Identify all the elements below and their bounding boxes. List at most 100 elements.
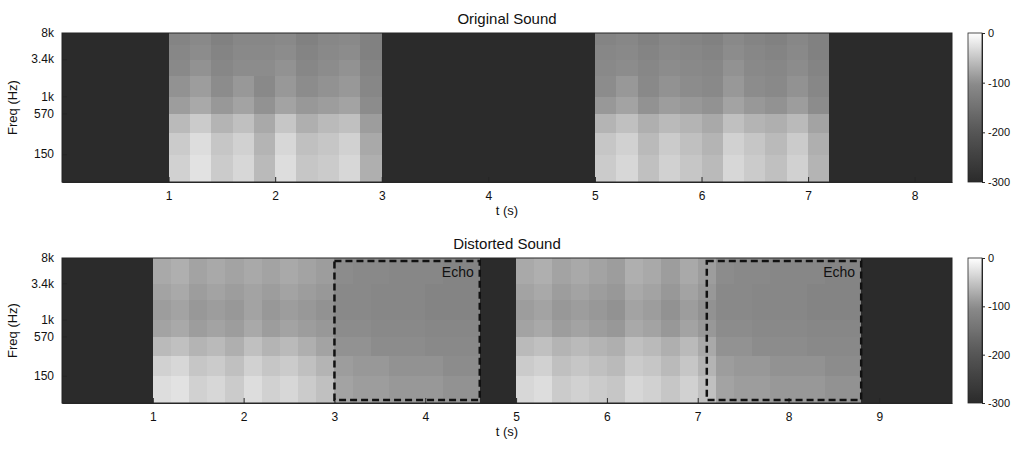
heatmap-cell (254, 133, 276, 155)
heatmap-cell (169, 96, 191, 114)
colorbar (968, 33, 982, 182)
colorbar-tick-mark (982, 33, 985, 34)
heatmap-cell (552, 320, 571, 337)
colorbar-tick: 0 (982, 27, 994, 39)
x-tick-label: 9 (877, 410, 884, 424)
heatmap-cell (843, 355, 862, 376)
heatmap-cell (843, 320, 862, 337)
heatmap-cell (233, 133, 255, 155)
heatmap-cell (716, 355, 735, 376)
heatmap-cell (534, 283, 553, 299)
heatmap-cell (861, 320, 952, 337)
heatmap-cell (829, 154, 952, 182)
heatmap-cell (225, 258, 244, 270)
heatmap-cell (808, 59, 830, 76)
heatmap-cell (595, 44, 617, 59)
x-tick-label: 4 (422, 410, 429, 424)
heatmap-cell (189, 283, 208, 299)
heatmap-cell (787, 75, 809, 97)
heatmap-cell (770, 320, 789, 337)
heatmap-cell (808, 113, 830, 133)
heatmap-cell (233, 59, 255, 76)
x-tick: 2 (241, 398, 248, 424)
heatmap-cell (443, 336, 462, 356)
heatmap-cell (552, 355, 571, 376)
heatmap-cell (389, 299, 408, 320)
heatmap-cell (262, 320, 281, 337)
heatmap-cell (571, 376, 590, 403)
x-tick-mark (382, 177, 383, 182)
heatmap-cell (244, 258, 263, 270)
heatmap-cell (825, 320, 844, 337)
heatmap-cell (233, 154, 255, 182)
heatmap-cell (680, 336, 699, 356)
echo-label: Echo (823, 264, 855, 280)
heatmap-cell (62, 113, 169, 133)
heatmap-cell (789, 336, 808, 356)
heatmap-cell (789, 320, 808, 337)
x-tick: 9 (877, 398, 884, 424)
panel-title: Distorted Sound (453, 235, 561, 252)
colorbar-tick-label: -200 (988, 126, 1010, 138)
heatmap-cell (339, 44, 361, 59)
x-tick-mark (808, 177, 809, 182)
heatmap-cell (382, 44, 596, 59)
heatmap-cell (407, 355, 426, 376)
heatmap-cell (789, 269, 808, 284)
heatmap-cell (280, 355, 299, 376)
heatmap-cell (211, 59, 233, 76)
heatmap-cell (339, 75, 361, 97)
heatmap-cell (661, 283, 680, 299)
heatmap-cell (371, 320, 390, 337)
heatmap-cell (861, 299, 952, 320)
heatmap-cell (638, 44, 660, 59)
heatmap-cell (371, 258, 390, 270)
heatmap-cell (316, 258, 335, 270)
heatmap-cell (153, 355, 172, 376)
heatmap-cell (211, 33, 233, 45)
colorbar-tick-mark (982, 83, 985, 84)
heatmap-cell (360, 113, 382, 133)
x-tick: 4 (422, 398, 429, 424)
x-tick-label: 4 (486, 189, 493, 203)
heatmap-cell (808, 33, 830, 45)
heatmap-cell (244, 299, 263, 320)
heatmap-cell (360, 44, 382, 59)
heatmap-cell (807, 283, 826, 299)
heatmap-cell (171, 283, 190, 299)
y-tick-label: 570 (34, 107, 54, 121)
heatmap-cell (723, 154, 745, 182)
heatmap-cell (334, 283, 353, 299)
heatmap-cell (244, 355, 263, 376)
heatmap-cell (280, 336, 299, 356)
heatmap-cell (275, 75, 297, 97)
heatmap-cell (425, 283, 444, 299)
heatmap-cell (843, 299, 862, 320)
heatmap-cell (480, 258, 517, 270)
y-tick-mark (62, 283, 67, 284)
heatmap-cell (296, 75, 318, 97)
heatmap-cell (829, 113, 952, 133)
heatmap-cell (233, 44, 255, 59)
colorbar-tick-mark (982, 258, 985, 259)
heatmap-cell (616, 133, 638, 155)
heatmap-cell (787, 133, 809, 155)
heatmap-cell (171, 320, 190, 337)
heatmap-cell (659, 33, 681, 45)
heatmap-cell (702, 154, 724, 182)
heatmap-cell (702, 44, 724, 59)
heatmap-cell (589, 299, 608, 320)
heatmap-cell (789, 258, 808, 270)
heatmap-cell (616, 59, 638, 76)
y-axis-line (62, 259, 63, 404)
x-tick: 8 (786, 398, 793, 424)
heatmap-cell (318, 75, 340, 97)
heatmap-cell (407, 320, 426, 337)
x-tick-label: 6 (699, 189, 706, 203)
heatmap-cell (153, 269, 172, 284)
heatmap-cell (480, 355, 517, 376)
x-axis-title: t (s) (496, 424, 518, 439)
heatmap-cell (443, 299, 462, 320)
heatmap-cell (443, 320, 462, 337)
plot-frame (62, 33, 952, 182)
